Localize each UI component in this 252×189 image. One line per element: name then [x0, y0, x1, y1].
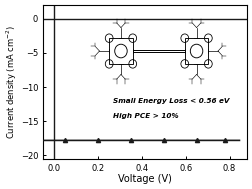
Bar: [185, 38, 208, 64]
Text: High PCE > 10%: High PCE > 10%: [113, 113, 179, 119]
Y-axis label: Current density (mA cm$^{-2}$): Current density (mA cm$^{-2}$): [5, 25, 19, 139]
Text: Small Energy Loss < 0.56 eV: Small Energy Loss < 0.56 eV: [113, 98, 230, 104]
X-axis label: Voltage (V): Voltage (V): [118, 174, 172, 184]
Bar: [109, 38, 133, 64]
